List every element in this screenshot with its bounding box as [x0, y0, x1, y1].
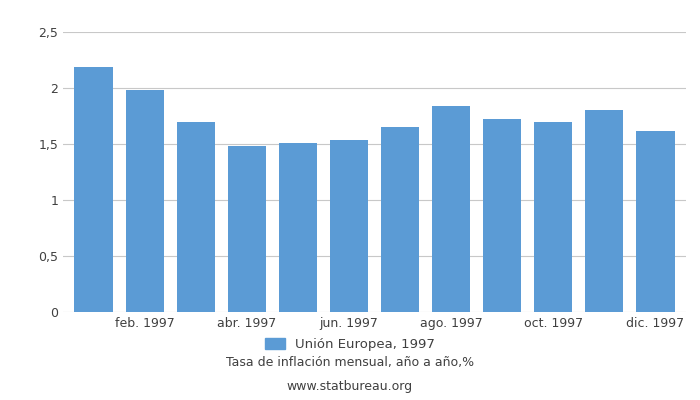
- Bar: [636, 130, 675, 312]
- Bar: [279, 143, 317, 312]
- Bar: [534, 122, 573, 312]
- Bar: [381, 127, 419, 312]
- Text: www.statbureau.org: www.statbureau.org: [287, 380, 413, 393]
- Bar: [483, 119, 522, 312]
- Bar: [330, 140, 368, 312]
- Legend: Unión Europea, 1997: Unión Europea, 1997: [260, 332, 440, 356]
- Bar: [432, 106, 470, 312]
- Bar: [125, 90, 164, 312]
- Bar: [74, 67, 113, 312]
- Bar: [585, 110, 624, 312]
- Bar: [228, 146, 266, 312]
- Bar: [176, 122, 215, 312]
- Text: Tasa de inflación mensual, año a año,%: Tasa de inflación mensual, año a año,%: [226, 356, 474, 369]
